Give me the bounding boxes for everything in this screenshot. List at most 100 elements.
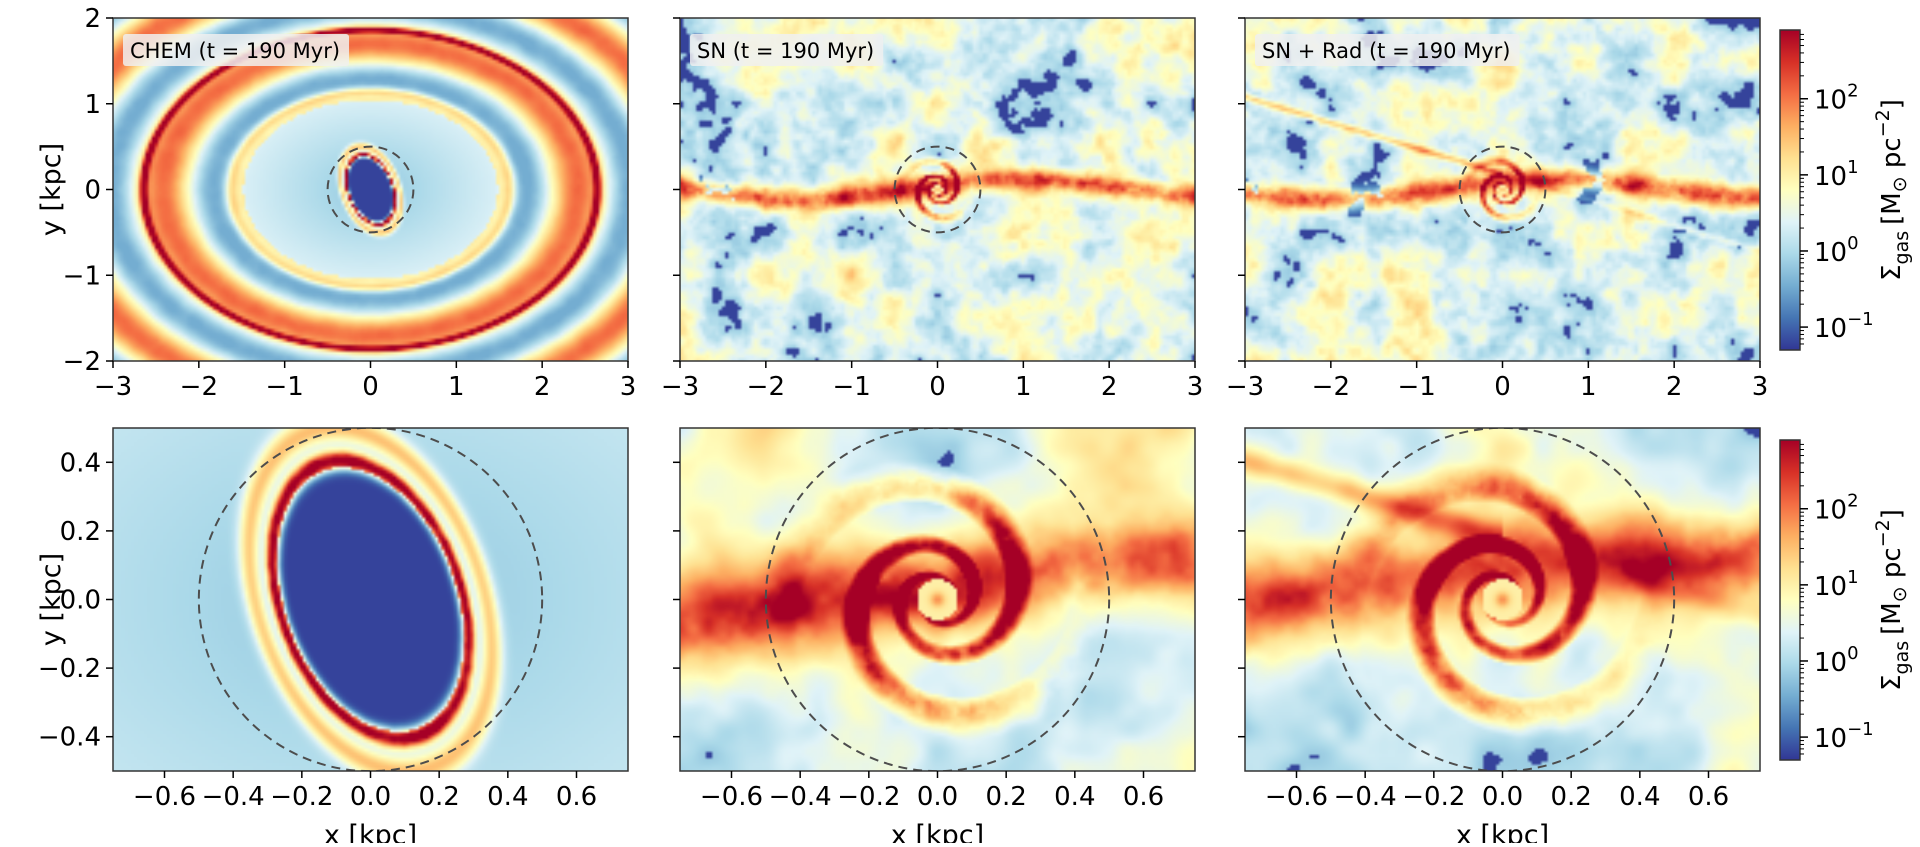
x-tick-label: −1 [266,372,304,402]
x-tick-label: 1 [448,372,465,402]
x-tick-label: 0.6 [556,782,597,812]
x-tick-label: 3 [620,372,637,402]
colorbars: 10−1 100 101 102 Σgas[M⊙ pc−2] 10−1 100 101 102 Σ… [1779,29,1913,761]
colorbar-gradient [1780,30,1800,350]
panel-title: CHEM (t = 190 Myr) [130,39,340,63]
x-tick-label: −0.2 [837,782,900,812]
y-tick-label: −1 [63,261,101,291]
panel-title-background [123,34,350,66]
x-axis-label: x [kpc] [891,820,984,843]
x-tick-label: 0.0 [350,782,391,812]
colorbar-frame [1779,439,1801,761]
colorbar-tick-label: 10−1 [1814,309,1874,344]
x-axis-label: x [kpc] [324,820,417,843]
x-tick-label: 2 [1101,372,1118,402]
panel-title-background [690,34,884,66]
x-tick-label: 0.4 [1619,782,1660,812]
x-tick-label: −0.4 [769,782,832,812]
y-axis-label: y [kpc] [36,143,67,236]
x-tick-label: 0.4 [1054,782,1095,812]
panel-bottom-right: −0.6 −0.4 −0.2 0.0 0.2 0.4 0.6 x [kpc] [1238,427,1761,847]
x-tick-label: 2 [1666,372,1683,402]
x-tick-label: 0 [1494,372,1511,402]
colorbar-gradient [1780,440,1800,760]
colorbar-tick-label: 100 [1814,233,1859,268]
x-tick-label: 0.6 [1123,782,1164,812]
panel-title: SN (t = 190 Myr) [697,39,874,63]
y-tick-label: 0 [84,176,101,206]
x-tick-label: −0.4 [1334,782,1397,812]
x-tick-label: 3 [1187,372,1204,402]
panel-bottom-center: −0.6 −0.4 −0.2 0.0 0.2 0.4 0.6 x [kpc] [673,427,1196,847]
x-tick-label: −2 [180,372,218,402]
x-tick-label: 0.6 [1688,782,1729,812]
x-tick-label: 0.2 [1550,782,1591,812]
x-tick-label: −2 [1312,372,1350,402]
x-tick-label: −3 [1226,372,1264,402]
x-tick-label: −0.2 [270,782,333,812]
y-tick-label: 0.0 [60,586,101,616]
y-axis-label: y [kpc] [36,553,67,646]
x-tick-label: 0.2 [985,782,1026,812]
y-tick-label: 0.4 [60,448,101,478]
panel-top-center: −3 −2 −1 0 1 2 3 SN (t = 190 Myr) [661,17,1204,402]
aperture-circle [764,428,1111,771]
x-tick-label: −2 [747,372,785,402]
colorbar-tick-label: 10−1 [1814,719,1874,754]
colorbar-tick-label: 102 [1814,491,1859,526]
colorbar-tick-label: 102 [1814,81,1859,116]
colorbar-tick-label: 101 [1814,157,1859,192]
y-tick-label: 1 [84,90,101,120]
x-tick-label: −0.4 [202,782,265,812]
aperture-circle [1329,428,1676,771]
density-map-top-left [113,18,628,361]
x-tick-label: 0.0 [917,782,958,812]
colorbar-bottom: 10−1 100 101 102 Σgas[M⊙ pc−2] [1779,439,1913,761]
colorbar-tick-label: 100 [1814,643,1859,678]
x-tick-label: −1 [833,372,871,402]
y-tick-label: −0.4 [38,723,101,753]
x-tick-label: −3 [661,372,699,402]
y-tick-label: 0.2 [60,517,101,547]
density-map-top-center [680,18,1195,361]
panel-top-right: −3 −2 −1 0 1 2 3 SN + Rad (t = 190 Myr) [1226,17,1769,402]
y-tick-label: −2 [63,347,101,377]
x-tick-label: 0 [362,372,379,402]
x-tick-label: −0.6 [1265,782,1328,812]
x-tick-label: −3 [94,372,132,402]
density-map-top-right [1245,18,1760,361]
density-map-bottom-left [113,428,628,771]
aperture-circle [1458,145,1547,234]
panel-bottom-left: −0.6 −0.4 −0.2 0.0 0.2 0.4 0.6−0.4−0.20.00.20.… [36,427,629,847]
aperture-circle [326,145,415,234]
panel-title-background [1255,34,1520,66]
x-tick-label: 0 [929,372,946,402]
x-tick-label: 3 [1752,372,1769,402]
x-tick-label: −0.2 [1402,782,1465,812]
density-map-bottom-center [680,428,1195,771]
colorbar-top: 10−1 100 101 102 Σgas[M⊙ pc−2] [1779,29,1913,351]
x-tick-label: 1 [1015,372,1032,402]
x-tick-label: −0.6 [133,782,196,812]
colorbar-label: Σgas[M⊙ pc−2] [1872,509,1913,691]
y-tick-label: 2 [84,4,101,34]
colorbar-label: Σgas[M⊙ pc−2] [1872,99,1913,281]
x-tick-label: 1 [1580,372,1597,402]
aperture-circle [893,145,982,234]
aperture-circle [197,428,544,771]
y-tick-label: −0.2 [38,654,101,684]
x-tick-label: 0.4 [487,782,528,812]
colorbar-frame [1779,29,1801,351]
x-tick-label: 0.2 [418,782,459,812]
panel-title: SN + Rad (t = 190 Myr) [1262,39,1511,63]
density-map-bottom-right [1245,428,1760,771]
x-tick-label: −1 [1398,372,1436,402]
x-tick-label: −0.6 [700,782,763,812]
x-tick-label: 2 [534,372,551,402]
x-axis-label: x [kpc] [1456,820,1549,843]
colorbar-tick-label: 101 [1814,567,1859,602]
x-tick-label: 0.0 [1482,782,1523,812]
